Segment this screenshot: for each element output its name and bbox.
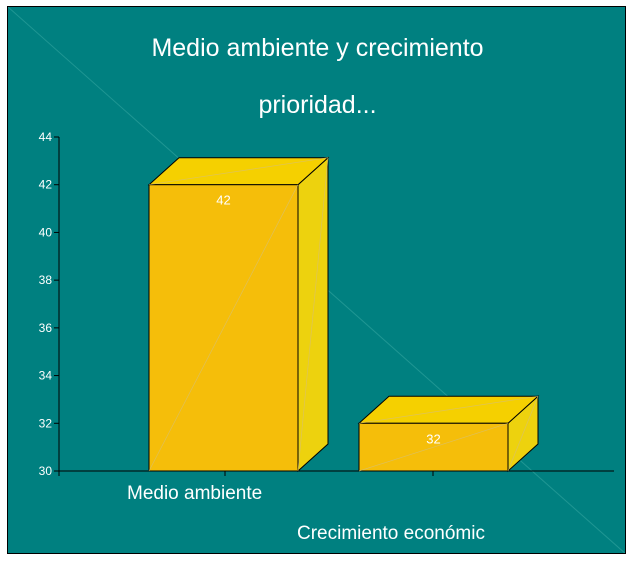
y-axis: 30 32 34 36 38 40 42 44 [39, 130, 60, 478]
bar-1 [357, 395, 540, 473]
x-axis [58, 470, 614, 476]
y-tick-label-34: 34 [39, 369, 53, 383]
bar-0-front-diagonal [148, 184, 299, 472]
bars [147, 156, 540, 473]
bar-0-top-diagonal [148, 157, 329, 186]
y-tick-label-36: 36 [39, 321, 53, 335]
chart-frame: 30 32 34 36 38 40 42 44 42 32 Medio ambiente y c… [7, 6, 626, 554]
bar-1-front-diagonal [358, 422, 509, 472]
data-label-1: 32 [426, 431, 440, 446]
y-tick-label-32: 32 [39, 416, 53, 430]
y-tick-label-44: 44 [39, 130, 53, 144]
x-category-label-crecimiento: Crecimiento económic [297, 523, 485, 544]
chart-title-line-2: prioridad... [258, 91, 377, 119]
chart-title-line-1: Medio ambiente y crecimiento [151, 34, 484, 62]
data-label-0: 42 [216, 193, 230, 208]
y-tick-label-42: 42 [39, 178, 53, 192]
bar-1-side-diagonal [507, 396, 539, 472]
x-category-label-medio-ambiente: Medio ambiente [127, 483, 263, 504]
y-tick-label-30: 30 [39, 464, 53, 478]
bar-1-top-diagonal [358, 395, 539, 424]
y-tick-label-38: 38 [39, 273, 53, 287]
bar-0 [147, 156, 330, 473]
data-labels: 42 32 [216, 193, 440, 447]
bar-chart: 30 32 34 36 38 40 42 44 42 32 [8, 7, 625, 553]
bar-0-side-diagonal [297, 157, 329, 472]
y-tick-label-40: 40 [39, 225, 53, 239]
